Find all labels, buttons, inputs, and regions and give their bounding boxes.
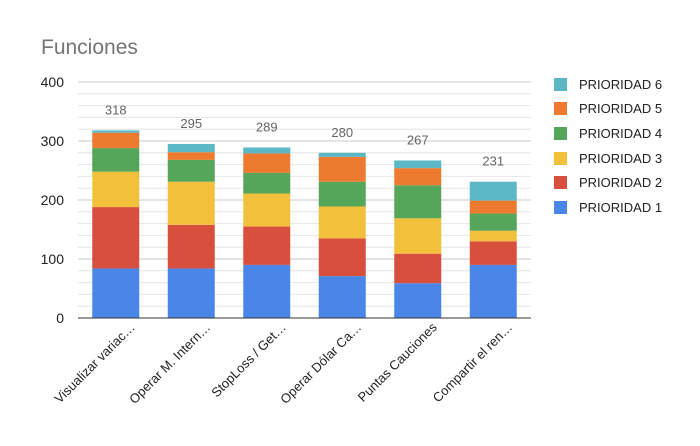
total-label: 289 xyxy=(256,119,278,134)
chart-title: Funciones xyxy=(41,36,138,59)
bar-segment xyxy=(394,253,442,284)
bar-segment xyxy=(243,264,291,318)
bar-segment xyxy=(394,283,442,318)
x-tick-label: Operar M. Intern… xyxy=(126,320,213,407)
total-label: 231 xyxy=(482,154,504,169)
legend-item: PRIORIDAD 2 xyxy=(554,170,662,195)
bar-segment xyxy=(167,268,215,318)
legend-label: PRIORIDAD 1 xyxy=(579,199,663,215)
total-label: 318 xyxy=(105,102,127,117)
legend-label: PRIORIDAD 6 xyxy=(579,76,663,92)
legend-label: PRIORIDAD 2 xyxy=(579,175,663,191)
y-tick-label: 0 xyxy=(56,310,64,326)
bar-segment xyxy=(469,241,517,265)
bar-segment xyxy=(469,181,517,201)
bar-segment xyxy=(469,200,517,214)
bar-segment xyxy=(167,181,215,225)
legend-swatch xyxy=(554,77,567,91)
legend-swatch xyxy=(554,176,567,190)
bar-segment xyxy=(394,185,442,219)
legend-item: PRIORIDAD 5 xyxy=(554,97,662,122)
bar-segment xyxy=(318,206,366,239)
y-tick-label: 100 xyxy=(41,251,65,267)
y-tick-label: 200 xyxy=(41,192,65,208)
legend-swatch xyxy=(554,102,567,116)
x-tick-label: Puntas Cauciones xyxy=(355,319,441,405)
total-label: 267 xyxy=(407,132,429,147)
bar-segment xyxy=(92,148,140,172)
legend-item: PRIORIDAD 6 xyxy=(554,72,662,97)
x-tick-label: Compartir el ren… xyxy=(430,320,516,406)
bar-segment xyxy=(318,276,366,318)
legend-item: PRIORIDAD 4 xyxy=(554,121,662,146)
x-tick-label: Operar Dólar Ca… xyxy=(277,320,364,407)
bar-segment xyxy=(92,268,140,318)
bar-segment xyxy=(167,152,215,160)
legend-label: PRIORIDAD 3 xyxy=(579,150,663,166)
y-tick-label: 300 xyxy=(41,133,65,149)
bar-segment xyxy=(394,160,442,169)
bar-segment xyxy=(469,264,517,318)
legend-item: PRIORIDAD 1 xyxy=(554,195,662,220)
bar-segment xyxy=(318,156,366,182)
bar-segment xyxy=(243,153,291,173)
bar-segment xyxy=(92,207,140,269)
bar-segment xyxy=(394,218,442,254)
legend-label: PRIORIDAD 4 xyxy=(579,125,663,141)
bar-segment xyxy=(243,147,291,154)
bar-segment xyxy=(92,130,140,133)
y-tick-label: 400 xyxy=(41,74,65,90)
bar-segment xyxy=(394,168,442,186)
x-tick-label: StopLoss / Get… xyxy=(208,320,289,401)
bar-segment xyxy=(469,230,517,242)
legend-swatch xyxy=(554,151,567,165)
x-tick-label: Visualizar variac… xyxy=(51,320,138,407)
legend-item: PRIORIDAD 3 xyxy=(554,146,662,171)
bar-segment xyxy=(243,172,291,194)
bar-segment xyxy=(318,181,366,207)
bar-segment xyxy=(167,224,215,269)
legend-swatch xyxy=(554,126,567,140)
total-label: 280 xyxy=(331,125,353,140)
bar-segment xyxy=(469,213,517,231)
bar-segment xyxy=(318,152,366,157)
bar-segment xyxy=(92,132,140,149)
bar-segment xyxy=(243,226,291,265)
bar-segment xyxy=(92,171,140,208)
legend-swatch xyxy=(554,200,567,214)
bar-segment xyxy=(243,193,291,227)
chart-legend: PRIORIDAD 6 PRIORIDAD 5 PRIORIDAD 4 PRIORID… xyxy=(554,72,662,220)
total-label: 295 xyxy=(180,116,202,131)
bar-segment xyxy=(318,238,366,277)
bar-segment xyxy=(167,159,215,182)
bar-segment xyxy=(167,143,215,153)
legend-label: PRIORIDAD 5 xyxy=(579,101,663,117)
